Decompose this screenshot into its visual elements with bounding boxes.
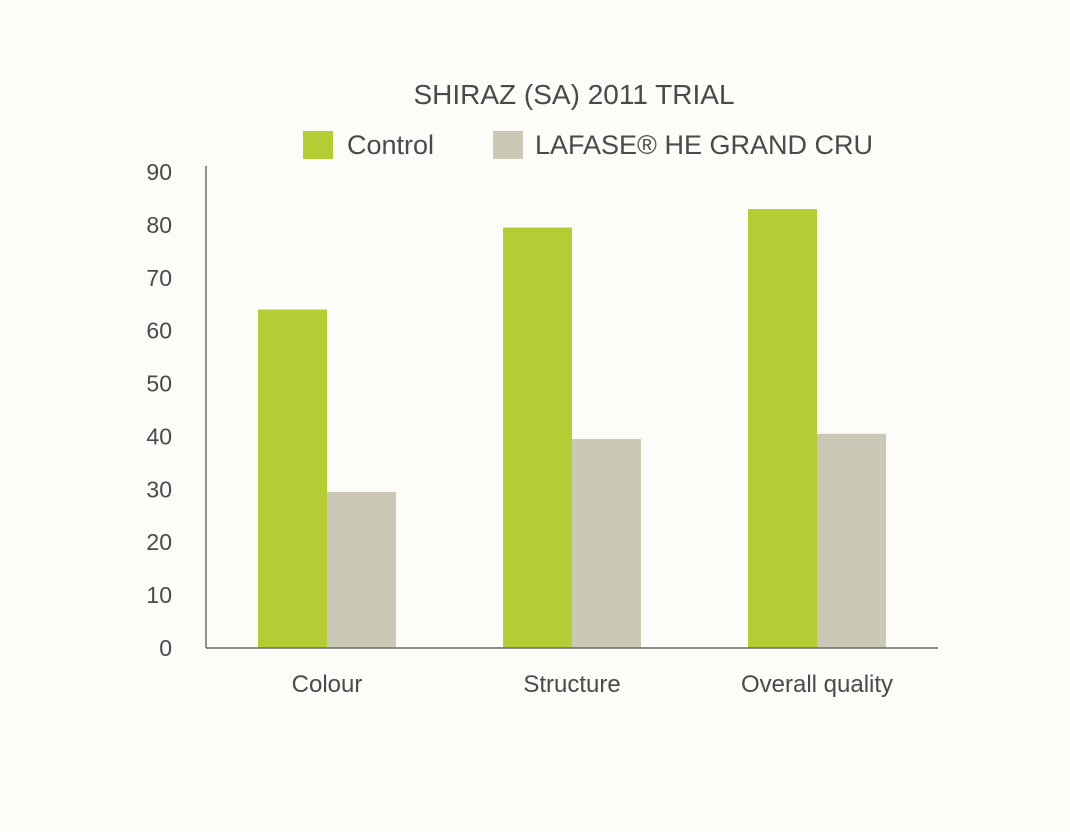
y-tick-label: 60 bbox=[146, 318, 172, 344]
y-tick-label: 40 bbox=[146, 423, 172, 449]
bar-control-structure bbox=[503, 227, 572, 649]
legend-swatch-lafase bbox=[493, 131, 523, 159]
y-axis-ticks: 0 10 20 30 40 50 60 70 80 90 bbox=[146, 159, 172, 661]
y-tick-label: 80 bbox=[146, 212, 172, 238]
y-tick-label: 50 bbox=[146, 371, 172, 397]
y-tick-label: 0 bbox=[159, 635, 172, 661]
bar-lafase-overall-quality bbox=[817, 433, 886, 648]
bar-lafase-colour bbox=[327, 491, 396, 648]
x-category-label: Structure bbox=[523, 671, 620, 698]
bar-control-colour bbox=[258, 309, 327, 648]
bar-lafase-structure bbox=[572, 439, 641, 648]
y-tick-label: 20 bbox=[146, 529, 172, 555]
chart-title: SHIRAZ (SA) 2011 TRIAL bbox=[413, 79, 734, 110]
legend-label-control: Control bbox=[347, 130, 434, 160]
x-axis-labels: Colour Structure Overall quality bbox=[292, 671, 893, 698]
legend: Control LAFASE® HE GRAND CRU bbox=[303, 130, 873, 160]
y-tick-label: 10 bbox=[146, 582, 172, 608]
x-category-label: Overall quality bbox=[741, 671, 893, 698]
y-tick-label: 70 bbox=[146, 265, 172, 291]
bars bbox=[258, 209, 886, 649]
x-category-label: Colour bbox=[292, 671, 363, 698]
legend-swatch-control bbox=[303, 131, 333, 159]
bar-control-overall-quality bbox=[748, 209, 817, 648]
y-tick-label: 30 bbox=[146, 476, 172, 502]
y-tick-label: 90 bbox=[146, 159, 172, 185]
legend-label-lafase: LAFASE® HE GRAND CRU bbox=[535, 130, 873, 160]
